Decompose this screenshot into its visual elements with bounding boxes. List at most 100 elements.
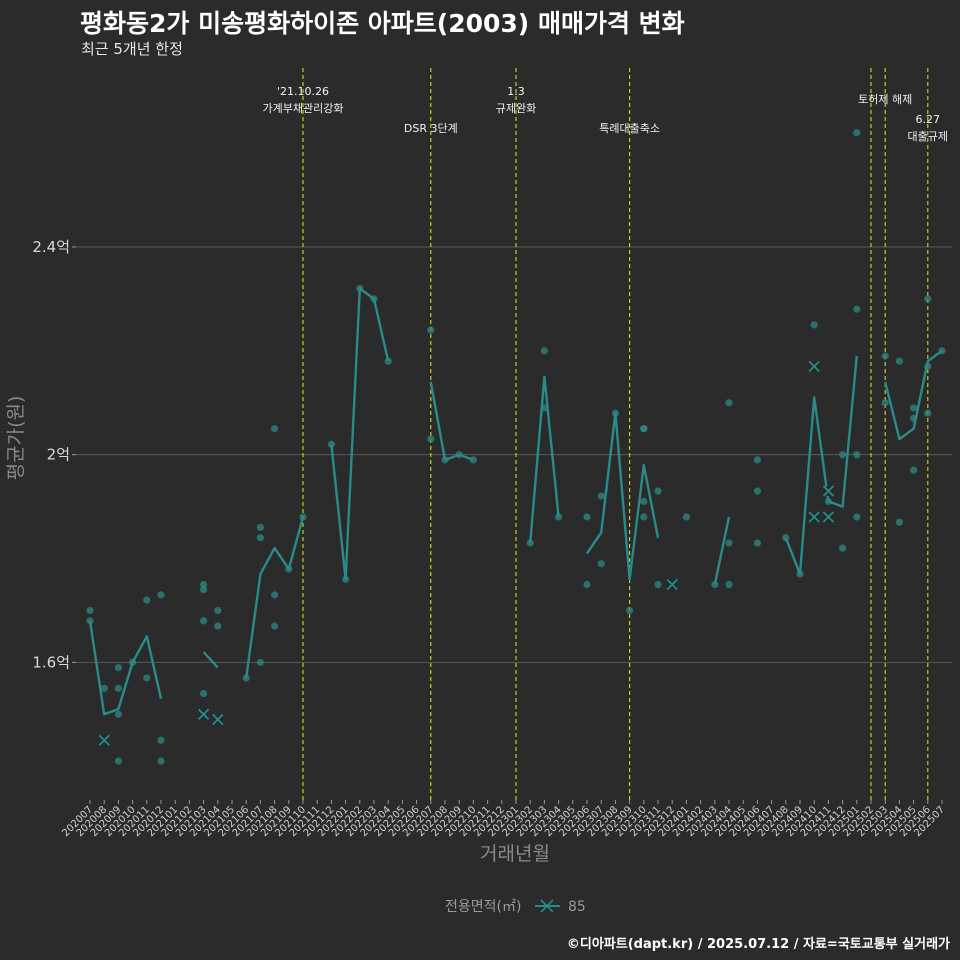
data-point bbox=[881, 352, 889, 360]
data-point bbox=[200, 617, 208, 625]
data-point bbox=[895, 518, 904, 526]
data-point bbox=[114, 757, 122, 765]
data-point bbox=[839, 544, 847, 552]
data-point bbox=[810, 321, 818, 329]
data-point bbox=[725, 580, 733, 589]
data-point bbox=[200, 586, 208, 594]
data-point bbox=[640, 425, 648, 433]
data-point bbox=[725, 539, 733, 547]
series-line-85 bbox=[586, 411, 660, 581]
data-point bbox=[654, 487, 662, 495]
data-point bbox=[427, 326, 435, 334]
x-axis-title: 거래년월 bbox=[480, 843, 550, 865]
data-point bbox=[427, 435, 435, 443]
data-point bbox=[114, 710, 122, 718]
data-point bbox=[654, 580, 662, 589]
x-marker bbox=[666, 578, 678, 591]
data-point bbox=[753, 456, 762, 464]
data-point bbox=[853, 305, 861, 313]
event-date-label: '21.10.26 bbox=[277, 85, 329, 98]
data-point bbox=[214, 606, 222, 615]
event-label: 토허제 해제 bbox=[858, 92, 912, 106]
data-point bbox=[910, 404, 918, 412]
data-point bbox=[924, 409, 932, 417]
data-point bbox=[753, 487, 762, 495]
y-tick-label: 2억 bbox=[47, 446, 70, 464]
series-line-85 bbox=[245, 516, 305, 679]
data-point bbox=[626, 606, 634, 615]
y-tick-label: 2.4억 bbox=[32, 238, 70, 256]
data-point bbox=[583, 513, 591, 521]
data-point bbox=[271, 622, 279, 630]
data-point bbox=[299, 513, 307, 521]
event-label: 대출규제 bbox=[908, 130, 948, 143]
x-marker bbox=[822, 511, 835, 523]
series-line-85 bbox=[784, 355, 858, 576]
series-line-85 bbox=[330, 287, 390, 581]
data-point bbox=[157, 736, 165, 744]
data-point bbox=[540, 347, 549, 355]
x-marker bbox=[98, 734, 110, 746]
data-point bbox=[753, 539, 762, 547]
event-label: 특례대출축소 bbox=[599, 122, 660, 135]
y-axis-ticks: 1.6억 2억 2.4억 bbox=[32, 238, 76, 671]
data-point bbox=[200, 580, 208, 589]
data-point bbox=[157, 591, 165, 599]
data-point bbox=[583, 580, 591, 589]
data-point bbox=[853, 513, 861, 521]
data-point bbox=[256, 534, 264, 542]
chart-title: 평화동2가 미송평화하이존 아파트(2003) 매매가격 변화 bbox=[80, 9, 685, 38]
y-axis-title: 평균가(원) bbox=[5, 396, 27, 481]
data-point bbox=[256, 658, 264, 666]
data-point bbox=[214, 622, 222, 630]
data-point bbox=[853, 451, 861, 459]
x-marker bbox=[808, 360, 820, 373]
data-point bbox=[640, 513, 648, 521]
data-point bbox=[682, 513, 691, 521]
legend-label: 85 bbox=[568, 899, 586, 915]
data-point bbox=[881, 399, 889, 407]
data-point bbox=[100, 684, 108, 692]
series-line-85 bbox=[88, 620, 163, 716]
data-point bbox=[327, 440, 335, 448]
data-point bbox=[114, 684, 122, 692]
data-point bbox=[114, 663, 122, 672]
x-markers bbox=[98, 360, 835, 746]
data-point bbox=[725, 399, 733, 407]
data-point bbox=[597, 560, 605, 568]
data-point bbox=[157, 757, 165, 765]
event-label: 규제완화 bbox=[496, 102, 536, 115]
event-date-label: 6.27 bbox=[916, 113, 941, 126]
data-point bbox=[143, 674, 151, 682]
data-point bbox=[271, 425, 279, 433]
source-caption: ©디아파트(dapt.kr) / 2025.07.12 / 자료=국토교통부 실… bbox=[566, 937, 950, 952]
series-line-85 bbox=[884, 349, 943, 441]
event-label: DSR 3단계 bbox=[404, 122, 458, 135]
gridlines bbox=[76, 246, 952, 663]
data-point bbox=[895, 357, 904, 365]
data-point bbox=[924, 295, 932, 303]
data-point bbox=[526, 539, 534, 547]
x-marker bbox=[822, 485, 835, 497]
event-date-label: 1.3 bbox=[507, 85, 525, 98]
data-point bbox=[853, 129, 861, 137]
legend-title: 전용면적(㎡) bbox=[445, 899, 521, 915]
data-point bbox=[910, 466, 918, 474]
series-line-85 bbox=[429, 381, 474, 462]
legend: 전용면적(㎡) 85 bbox=[445, 899, 586, 915]
data-point bbox=[200, 689, 208, 698]
series-line-85 bbox=[713, 516, 731, 585]
x-marker bbox=[212, 713, 224, 726]
data-point bbox=[839, 451, 847, 459]
event-label: 가계부채관리강화 bbox=[263, 102, 344, 115]
x-marker bbox=[808, 511, 820, 523]
series-line-85 bbox=[529, 375, 560, 544]
data-point bbox=[640, 497, 648, 506]
x-marker bbox=[197, 708, 210, 720]
x-axis-ticks: 2020072020082020092020102020112020122021… bbox=[60, 800, 947, 839]
data-point bbox=[143, 596, 151, 604]
data-point bbox=[86, 606, 94, 615]
legend-x-key bbox=[540, 899, 554, 913]
y-tick-label: 1.6억 bbox=[32, 653, 70, 671]
